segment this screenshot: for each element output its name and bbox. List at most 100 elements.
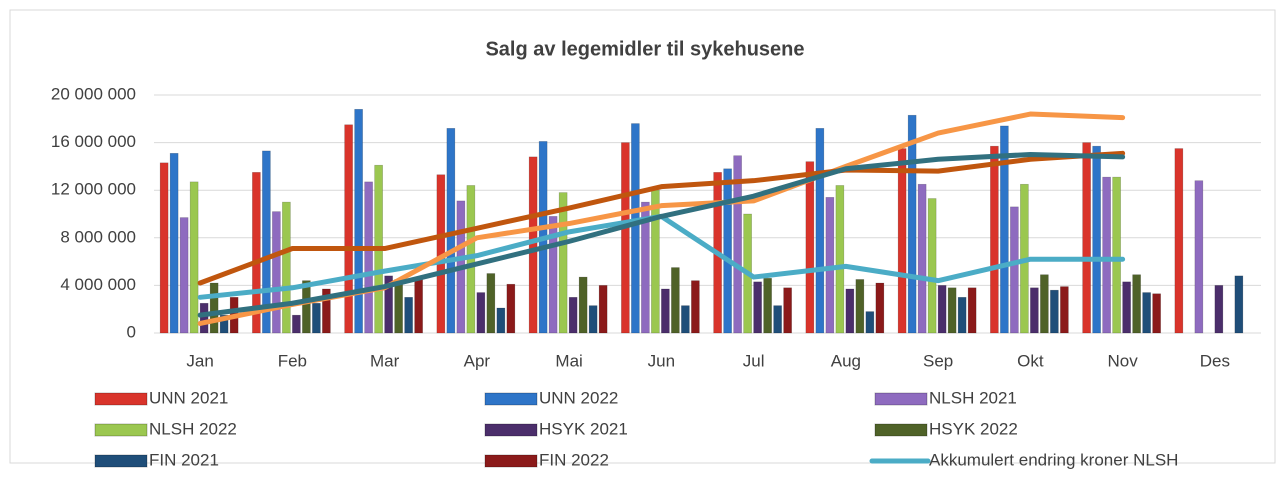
bar [937, 285, 947, 334]
bar [661, 288, 670, 334]
legend-swatch [94, 392, 148, 406]
bar [1112, 176, 1121, 334]
x-tick-label: Nov [1108, 351, 1139, 370]
bar [897, 148, 907, 334]
legend-label: HSYK 2022 [929, 419, 1018, 438]
y-tick-label: 16 000 000 [51, 132, 136, 151]
bar [651, 189, 660, 334]
bar [486, 273, 496, 334]
x-tick-label: Jul [743, 351, 765, 370]
bar [209, 282, 219, 334]
line [197, 150, 1126, 286]
bar [927, 198, 937, 334]
bar [1050, 289, 1059, 334]
bar [723, 168, 732, 334]
legend-swatch [94, 454, 148, 468]
bar [691, 280, 700, 334]
legend-label: FIN 2021 [149, 450, 219, 469]
bar [1030, 287, 1039, 334]
bar [1234, 275, 1244, 334]
bar [845, 288, 855, 334]
bar [272, 211, 281, 334]
x-tick-label: Mar [370, 351, 400, 370]
legend-label: NLSH 2022 [149, 419, 237, 438]
bar [169, 153, 179, 334]
bar [282, 201, 291, 334]
legend-label: HSYK 2021 [539, 419, 628, 438]
bar [189, 181, 199, 334]
bar [506, 283, 516, 334]
bar [1102, 176, 1111, 334]
bar [753, 281, 762, 334]
bar [568, 296, 578, 334]
bar [773, 305, 782, 334]
bar [805, 161, 815, 334]
legend-swatch [484, 454, 538, 468]
bar [1092, 145, 1101, 334]
bar [414, 279, 423, 334]
bar [621, 142, 630, 334]
bar [1040, 274, 1049, 334]
legend-label: FIN 2022 [539, 450, 609, 469]
bar [364, 181, 373, 334]
bar [588, 305, 598, 334]
legend-label: UNN 2022 [539, 388, 618, 407]
bar [641, 201, 650, 334]
bar [312, 302, 321, 334]
bar [1132, 274, 1141, 334]
y-tick-label: 4 000 000 [60, 275, 136, 294]
x-tick-label: Jan [186, 351, 213, 370]
bar [558, 192, 568, 334]
bar [354, 108, 363, 334]
x-tick-label: Sep [923, 351, 953, 370]
bar [476, 292, 486, 334]
bar [815, 128, 825, 334]
bar [404, 296, 413, 334]
bar [1194, 180, 1204, 334]
y-tick-label: 20 000 000 [51, 84, 136, 103]
x-tick-label: Aug [831, 351, 861, 370]
y-tick-label: 12 000 000 [51, 180, 136, 199]
bar [835, 185, 845, 334]
bar [292, 314, 301, 334]
legend-swatch [874, 392, 928, 406]
bar [1000, 125, 1009, 334]
bar [631, 123, 640, 334]
bar [598, 285, 608, 334]
bar [344, 124, 353, 334]
bar [855, 279, 865, 334]
bar [1214, 285, 1224, 334]
bar [322, 288, 331, 334]
bar [159, 162, 169, 334]
bar [671, 267, 680, 334]
bar [179, 217, 189, 334]
bar [825, 197, 835, 334]
bar [1152, 293, 1161, 334]
legend-label: UNN 2021 [149, 388, 228, 407]
bar [302, 280, 311, 334]
x-tick-label: Apr [464, 351, 491, 370]
legend-label: NLSH 2021 [929, 388, 1017, 407]
bar [917, 183, 927, 334]
bar [875, 282, 885, 334]
bar [990, 145, 999, 334]
bar [733, 155, 742, 334]
bar [783, 287, 792, 334]
bar [528, 156, 538, 334]
legend-swatch [484, 423, 538, 437]
bar [957, 296, 967, 334]
bar [446, 128, 456, 334]
bar [219, 314, 229, 334]
bar [384, 275, 393, 334]
bar [1142, 292, 1151, 334]
bar [496, 307, 506, 334]
x-tick-label: Mai [555, 351, 582, 370]
bar [865, 311, 875, 334]
legend-label: Akkumulert endring kroner NLSH [929, 450, 1178, 469]
legend-swatch [94, 423, 148, 437]
bar [967, 287, 977, 334]
bar [548, 216, 558, 334]
bar [262, 150, 271, 334]
x-tick-label: Okt [1017, 351, 1044, 370]
